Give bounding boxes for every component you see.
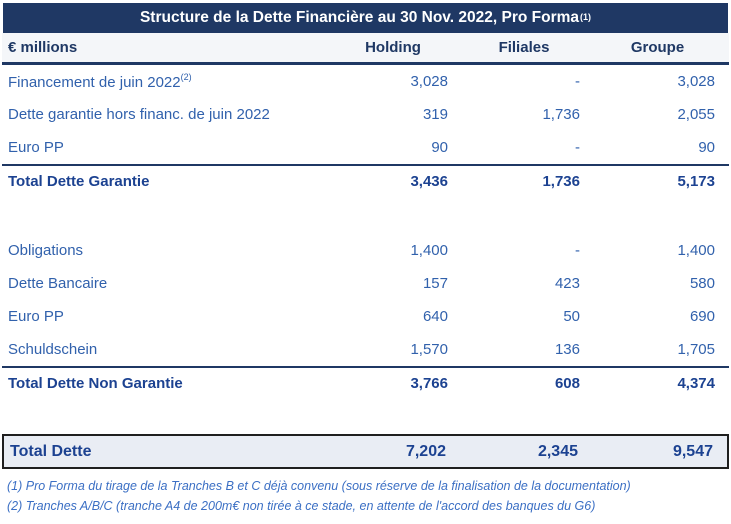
total-row-garantie: Total Dette Garantie 3,436 1,736 5,173 [2,164,729,197]
section-spacer [2,197,729,234]
cell-groupe: 5,173 [677,173,715,190]
cell-filiales: - [575,242,580,259]
cell-holding: 319 [422,106,448,123]
cell-holding: 3,436 [410,173,448,190]
cell-filiales: 608 [554,375,580,392]
cell-filiales: 50 [563,308,580,325]
cell-filiales: - [575,73,580,90]
grand-total-label: Total Dette [10,442,92,460]
cell-filiales: 423 [554,275,580,292]
cell-filiales: 2,345 [537,442,578,460]
cell-groupe: 4,374 [677,375,715,392]
footnotes: (1) Pro Forma du tirage de la Tranches B… [2,469,729,516]
cell-groupe: 690 [689,308,715,325]
column-header-groupe: Groupe [630,39,685,56]
row-label: Dette garantie hors financ. de juin 2022 [8,106,270,123]
table-row: Obligations 1,400 - 1,400 [2,234,729,267]
row-label: Euro PP [8,308,64,325]
cell-holding: 157 [422,275,448,292]
table-row: Euro PP 90 - 90 [2,131,729,164]
table-row: Dette garantie hors financ. de juin 2022… [2,98,729,131]
cell-holding: 1,400 [410,242,448,259]
cell-groupe: 1,400 [677,242,715,259]
column-header-filiales: Filiales [498,39,550,56]
row-label: Euro PP [8,139,64,156]
unit-header: € millions [8,39,78,56]
grand-total-row: Total Dette 7,202 2,345 9,547 [2,434,729,469]
row-label: Dette Bancaire [8,275,108,292]
cell-groupe: 3,028 [677,73,715,90]
cell-groupe: 580 [689,275,715,292]
row-label: Obligations [8,242,84,259]
section-spacer [2,399,729,434]
table-row: Financement de juin 2022(2) 3,028 - 3,02… [2,65,729,98]
row-label: Schuldschein [8,341,98,358]
total-row-non-garantie: Total Dette Non Garantie 3,766 608 4,374 [2,366,729,399]
cell-holding: 1,570 [410,341,448,358]
cell-filiales: 1,736 [542,173,580,190]
total-label: Total Dette Non Garantie [8,375,183,392]
cell-holding: 90 [431,139,448,156]
footnote-1: (1) Pro Forma du tirage de la Tranches B… [7,479,631,493]
table-title-bar: Structure de la Dette Financière au 30 N… [3,3,728,33]
cell-holding: 3,766 [410,375,448,392]
cell-groupe: 2,055 [677,106,715,123]
total-label: Total Dette Garantie [8,173,150,190]
row-footnote-ref: (2) [180,71,192,82]
row-label: Financement de juin 2022(2) [8,71,192,91]
cell-filiales: - [575,139,580,156]
cell-holding: 7,202 [405,442,446,460]
column-header-row: € millions Holding Filiales Groupe [2,33,729,65]
cell-filiales: 1,736 [542,106,580,123]
column-header-holding: Holding [365,39,421,56]
table-row: Dette Bancaire 157 423 580 [2,267,729,300]
cell-groupe: 90 [698,139,715,156]
title-footnote-ref: (1) [580,12,592,22]
cell-groupe: 1,705 [677,341,715,358]
cell-holding: 3,028 [410,73,448,90]
footnote-2: (2) Tranches A/B/C (tranche A4 de 200m€ … [7,499,596,513]
cell-holding: 640 [422,308,448,325]
table-row: Euro PP 640 50 690 [2,300,729,333]
table-title: Structure de la Dette Financière au 30 N… [139,9,580,26]
cell-filiales: 136 [554,341,580,358]
table-row: Schuldschein 1,570 136 1,705 [2,333,729,366]
cell-groupe: 9,547 [672,442,713,460]
